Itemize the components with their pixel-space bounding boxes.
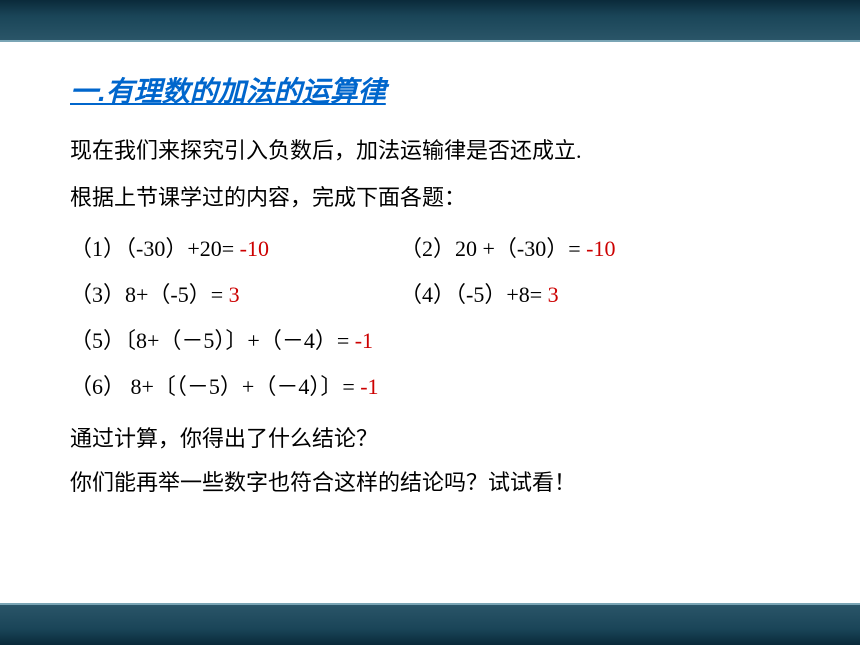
problem-1: （1）（-30）+20= -10 xyxy=(70,231,400,263)
problem-5: （5）〔8+（－5）〕+（－4）= -1 xyxy=(70,323,810,355)
problem-answer: 3 xyxy=(542,282,559,307)
slide-content: 一.有理数的加法的运算律 现在我们来探究引入负数后，加法运输律是否还成立. 根据… xyxy=(0,42,860,505)
problem-answer: -1 xyxy=(355,374,379,399)
top-border xyxy=(0,0,860,42)
section-title: 一.有理数的加法的运算律 xyxy=(70,70,810,110)
problem-answer: -10 xyxy=(581,236,616,261)
problem-answer: -1 xyxy=(349,328,373,353)
problem-4: （4）（-5）+8= 3 xyxy=(400,277,810,309)
problem-6: （6） 8+〔（－5）+（－4）〕= -1 xyxy=(70,369,810,401)
problem-text: （1）（-30）+20= xyxy=(70,236,234,261)
problem-text: （2）20 +（-30）= xyxy=(400,236,581,261)
problem-2: （2）20 +（-30）= -10 xyxy=(400,231,810,263)
intro-line-1: 现在我们来探究引入负数后，加法运输律是否还成立. xyxy=(70,132,810,169)
problem-3: （3）8+（-5）= 3 xyxy=(70,277,400,309)
problem-text: （6） 8+〔（－5）+（－4）〕= xyxy=(70,374,355,399)
problems-block: （1）（-30）+20= -10 （2）20 +（-30）= -10 （3）8+… xyxy=(70,231,810,401)
problem-text: （5）〔8+（－5）〕+（－4）= xyxy=(70,328,349,353)
problem-answer: 3 xyxy=(223,282,240,307)
conclusion-line-2: 你们能再举一些数字也符合这样的结论吗？试试看！ xyxy=(70,461,810,505)
problem-row-2: （3）8+（-5）= 3 （4）（-5）+8= 3 xyxy=(70,277,810,309)
problem-text: （4）（-5）+8= xyxy=(400,282,542,307)
problem-answer: -10 xyxy=(234,236,269,261)
intro-line-2: 根据上节课学过的内容，完成下面各题： xyxy=(70,179,810,216)
problem-row-1: （1）（-30）+20= -10 （2）20 +（-30）= -10 xyxy=(70,231,810,263)
conclusion-line-1: 通过计算，你得出了什么结论？ xyxy=(70,417,810,461)
bottom-border xyxy=(0,603,860,645)
conclusion-block: 通过计算，你得出了什么结论？ 你们能再举一些数字也符合这样的结论吗？试试看！ xyxy=(70,417,810,505)
problem-text: （3）8+（-5）= xyxy=(70,282,223,307)
